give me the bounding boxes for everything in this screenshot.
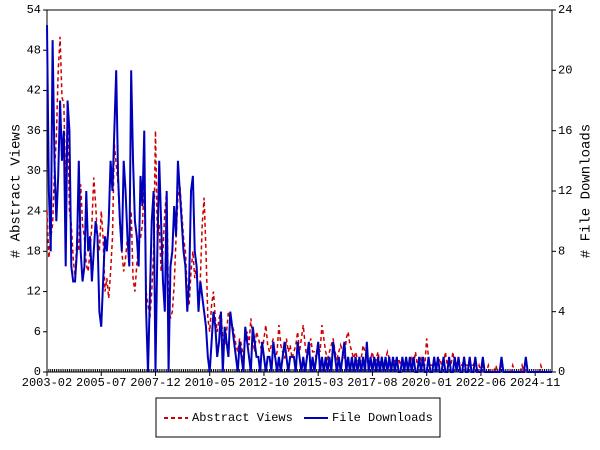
y2-tick-label: 8	[558, 245, 565, 259]
x-tick-label: 2020-01	[401, 376, 451, 390]
y2-tick-label: 24	[558, 3, 572, 17]
x-tick-label: 2010-05	[185, 376, 235, 390]
series-line	[46, 25, 552, 373]
y-tick-label: 18	[27, 245, 41, 259]
y-tick-label: 12	[27, 285, 41, 299]
y2-tick-label: 0	[558, 365, 565, 379]
y-tick-label: 48	[27, 43, 41, 57]
x-tick-label: 2015-03	[293, 376, 343, 390]
y-tick-label: 54	[27, 3, 41, 17]
y-tick-label: 42	[27, 84, 41, 98]
y-axis-label: # Abstract Views	[9, 124, 25, 258]
y-tick-label: 30	[27, 164, 41, 178]
y-tick-label: 6	[34, 325, 41, 339]
x-tick-label: 2017-08	[347, 376, 397, 390]
legend-box	[155, 397, 441, 438]
y-tick-label: 36	[27, 124, 41, 138]
x-tick-label: 2022-06	[456, 376, 506, 390]
y2-tick-label: 20	[558, 64, 572, 78]
y2-axis-label: # File Downloads	[579, 124, 595, 258]
y-tick-label: 24	[27, 204, 41, 218]
y2-tick-label: 12	[558, 184, 572, 198]
x-tick-label: 2024-11	[510, 376, 560, 390]
x-tick-label: 2007-12	[130, 376, 180, 390]
legend-label: File Downloads	[332, 411, 433, 425]
x-tick-label: 2012-10	[239, 376, 289, 390]
legend-label: Abstract Views	[192, 411, 293, 425]
y2-tick-label: 4	[558, 305, 565, 319]
x-tick-label: 2005-07	[76, 376, 126, 390]
x-tick-label: 2003-02	[22, 376, 72, 390]
y-tick-label: 0	[34, 365, 41, 379]
y2-tick-label: 16	[558, 124, 572, 138]
